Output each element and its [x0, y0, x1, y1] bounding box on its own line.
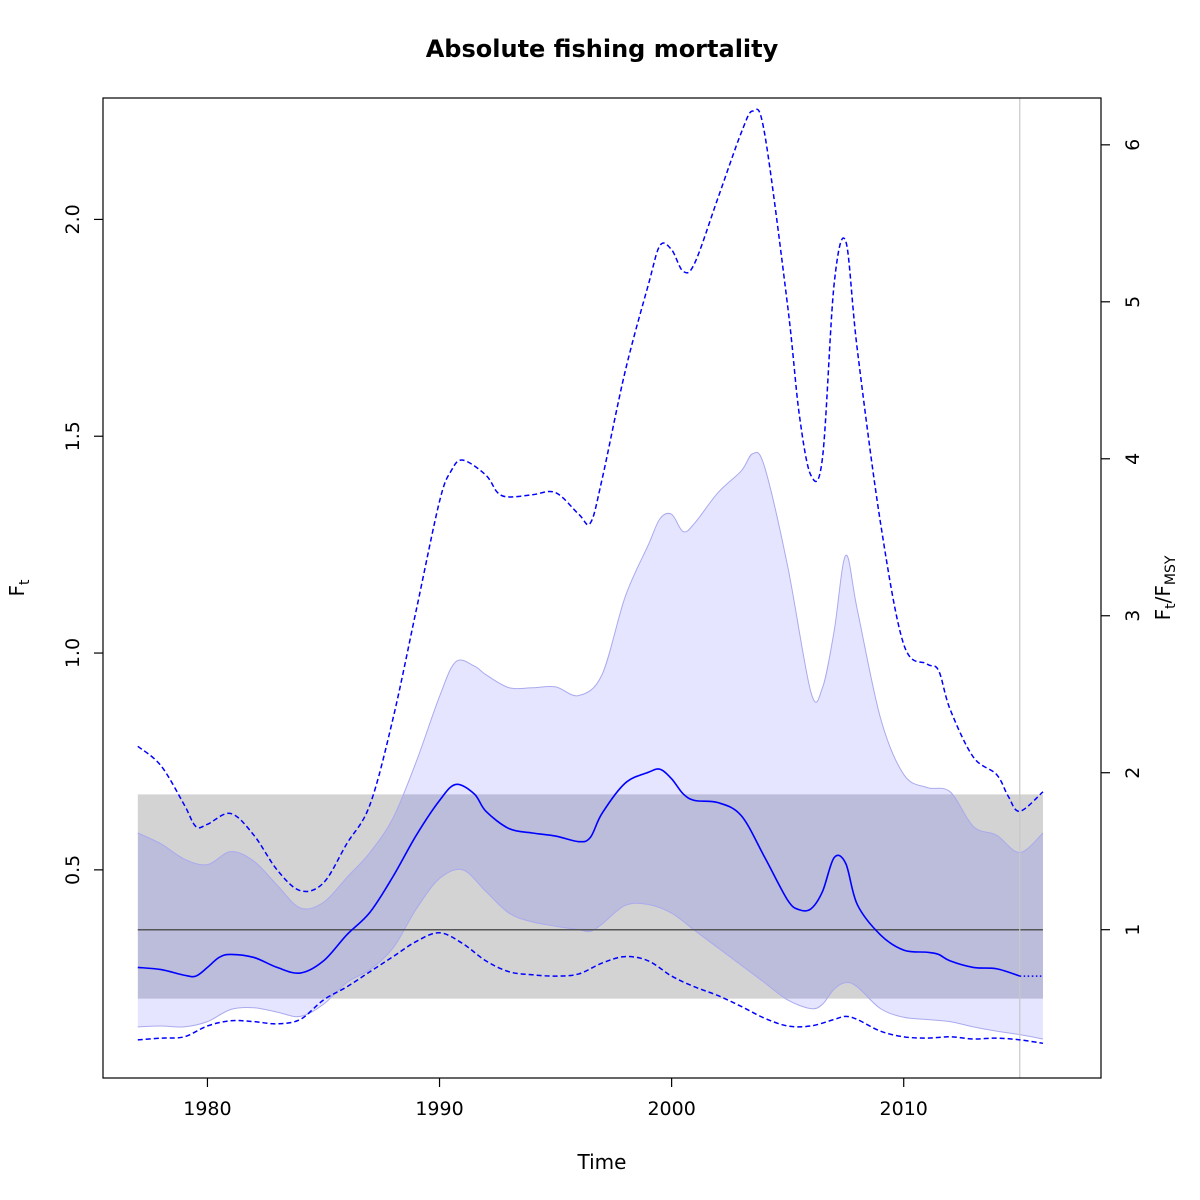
- y-label-right-sub1: t: [1163, 603, 1179, 609]
- y-tick-label-left: 1.0: [62, 638, 84, 668]
- y-tick-label-right: 1: [1122, 924, 1144, 936]
- svg-text:Ft: Ft: [5, 579, 33, 597]
- y-label-right-main2: F: [1151, 585, 1175, 597]
- y-axis-label-left: Ft: [5, 579, 33, 597]
- x-axis-label: Time: [577, 1150, 627, 1174]
- plot-frame: [102, 97, 1102, 1079]
- y-label-left-sub: t: [17, 579, 33, 585]
- x-tick-label: 1990: [415, 1098, 463, 1120]
- estimate-line: [137, 768, 1021, 978]
- y-label-right-slash: /: [1151, 596, 1175, 603]
- ci-lower-edge: [137, 868, 1044, 1040]
- y-tick-label-right: 5: [1122, 296, 1144, 308]
- pi-lower-line: [137, 931, 1044, 1045]
- y-tick-label-left: 0.5: [62, 855, 84, 885]
- y-tick-label-right: 2: [1122, 767, 1144, 779]
- y-axis-label-right: Ft/FMSY: [1151, 555, 1179, 620]
- y-tick-label-left: 2.0: [62, 204, 84, 234]
- axes-layer: 1980 1990 2000 2010 0.5 1.0 1.5 2.0 1 2 3 4 5 6: [62, 139, 1144, 1120]
- ci-upper-edge: [137, 451, 1044, 910]
- pi-upper-line: [137, 108, 1044, 893]
- x-tick-label: 2000: [647, 1098, 695, 1120]
- x-tick-label: 2010: [880, 1098, 928, 1120]
- y-tick-label-right: 6: [1122, 139, 1144, 151]
- svg-text:Ft/FMSY: Ft/FMSY: [1151, 555, 1179, 620]
- y-label-right-sub2: MSY: [1163, 555, 1179, 585]
- lines-layer: [137, 98, 1044, 1078]
- chart-title: Absolute fishing mortality: [426, 35, 779, 63]
- ci-band-overlap: [137, 794, 1043, 999]
- y-tick-label-right: 3: [1122, 610, 1144, 622]
- x-tick-label: 1980: [183, 1098, 231, 1120]
- y-label-right-main1: F: [1151, 609, 1175, 621]
- y-tick-label-right: 4: [1122, 453, 1144, 465]
- y-label-left-main: F: [5, 585, 29, 597]
- ci-layer: [137, 451, 1044, 1040]
- y-tick-label-left: 1.5: [62, 421, 84, 451]
